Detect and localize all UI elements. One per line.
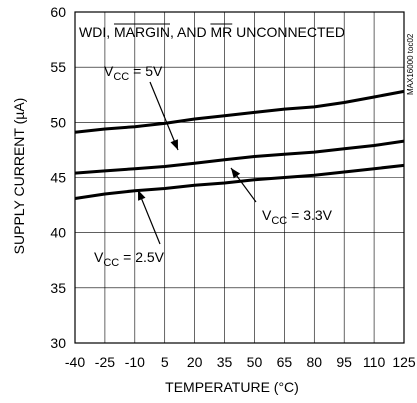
x-tick-label: 35 [217, 354, 233, 370]
y-tick-label: 30 [50, 335, 66, 351]
series-label: VCC = 2.5V [94, 249, 165, 269]
series-label: VCC = 5V [104, 63, 163, 83]
arrow-line [149, 81, 179, 151]
x-tick-label: 95 [336, 354, 352, 370]
series-group [74, 89, 405, 200]
grid [75, 12, 404, 343]
y-tick-label: 60 [50, 4, 66, 20]
x-tick-label: 80 [306, 354, 322, 370]
x-tick-labels: -40 -25 -10 5 20 35 50 65 80 95 110 125 [65, 354, 416, 370]
x-tick-label: 20 [187, 354, 203, 370]
x-tick-label: -40 [65, 354, 85, 370]
plot-frame [74, 11, 405, 344]
y-tick-label: 35 [50, 280, 66, 296]
label-arrows [137, 81, 257, 245]
series-line [74, 89, 405, 134]
y-tick-label: 55 [50, 59, 66, 75]
x-tick-label: -25 [95, 354, 115, 370]
y-axis-label: SUPPLY CURRENT (µA) [11, 98, 27, 255]
figure-id: MAX16000 toc02 [406, 33, 415, 95]
series-labels: VCC = 5V VCC = 3.3V VCC = 2.5V [94, 63, 333, 269]
series-label: VCC = 3.3V [262, 207, 333, 227]
series-line [74, 139, 405, 175]
x-tick-label: 125 [392, 354, 416, 370]
y-tick-labels: 30 35 40 45 50 55 60 [50, 4, 66, 351]
x-tick-label: 5 [161, 354, 169, 370]
condition-annotation: WDI, MARGIN, AND MR UNCONNECTED [79, 24, 345, 40]
arrow-head [170, 139, 178, 150]
x-tick-label: -10 [125, 354, 145, 370]
y-tick-label: 40 [50, 225, 66, 241]
y-tick-label: 45 [50, 170, 66, 186]
x-tick-label: 65 [277, 354, 293, 370]
arrow-head [231, 168, 241, 179]
x-tick-label: 110 [363, 354, 386, 370]
x-axis-label: TEMPERATURE (°C) [165, 379, 299, 395]
arrow-head [138, 190, 146, 201]
y-tick-label: 50 [50, 114, 66, 130]
series-line [74, 163, 405, 200]
x-tick-label: 50 [247, 354, 263, 370]
